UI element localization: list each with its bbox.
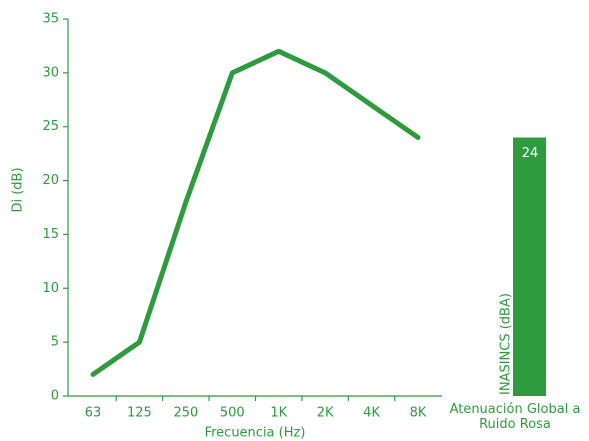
y-tick-label: 35 xyxy=(42,12,59,27)
y-tick-label: 10 xyxy=(42,281,59,296)
y-tick-label: 25 xyxy=(42,119,59,134)
x-tick-label: 250 xyxy=(173,406,198,421)
x-tick-label: 1K xyxy=(270,406,287,421)
x-tick-label: 4K xyxy=(363,406,380,421)
line xyxy=(90,48,421,377)
x-tick-label: 500 xyxy=(220,406,245,421)
y-axis-label: Di (dB) xyxy=(11,167,26,212)
y-tick-label: 5 xyxy=(51,335,59,350)
x-tick-label: 8K xyxy=(410,406,427,421)
x-tick-label: 63 xyxy=(85,406,102,421)
bar xyxy=(513,137,546,396)
y-tick-label: 30 xyxy=(42,65,59,80)
bar-category-label: Atenuación Global a Ruido Rosa xyxy=(449,402,581,432)
x-axis-label: Frecuencia (Hz) xyxy=(205,426,306,441)
x-tick-label: 125 xyxy=(127,406,152,421)
y-tick-label: 20 xyxy=(42,173,59,188)
bar-axis-label: INASINCS (dBA) xyxy=(499,293,514,395)
y-tick-label: 0 xyxy=(51,389,59,404)
bar-value-label: 24 xyxy=(522,146,539,161)
x-tick-label: 2K xyxy=(317,406,334,421)
y-tick-label: 15 xyxy=(42,227,59,242)
